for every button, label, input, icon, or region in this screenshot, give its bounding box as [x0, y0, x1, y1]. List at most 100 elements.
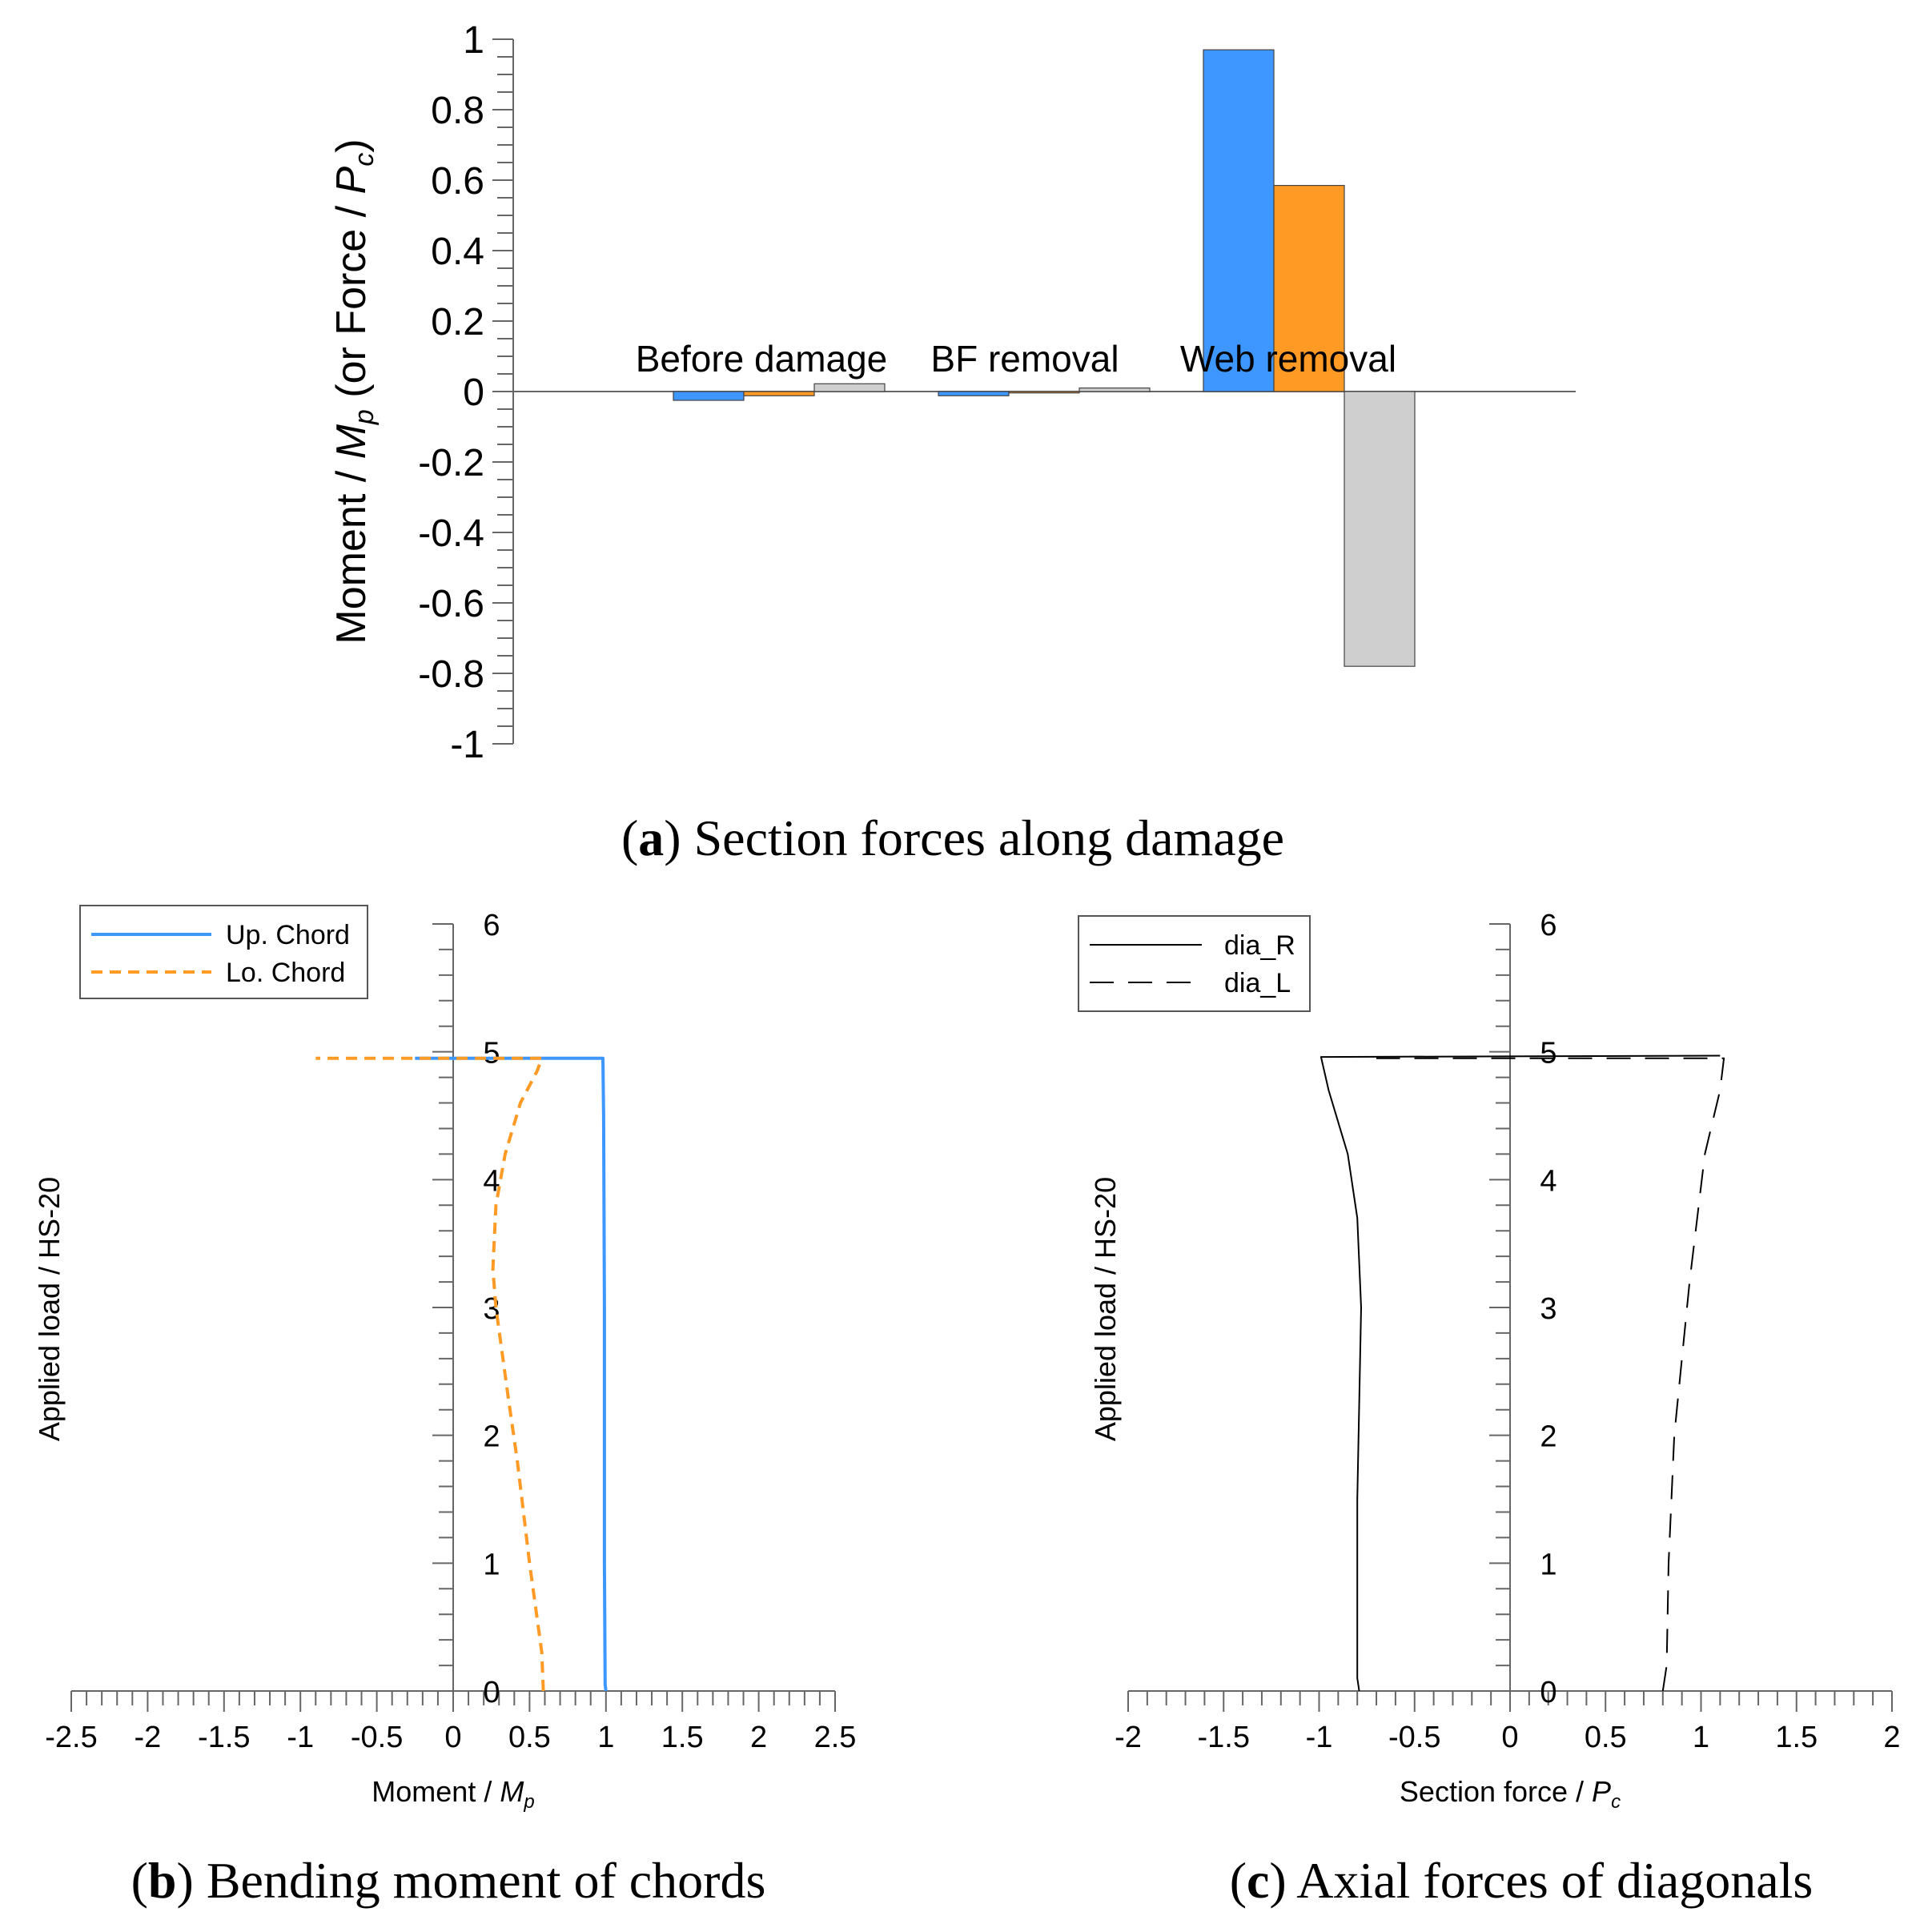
bar [1008, 391, 1080, 394]
caption: (c) Axial forces of diagonals [1230, 1852, 1814, 1909]
y-tick-label: 1 [1540, 1548, 1556, 1581]
category-label: Before damage [636, 338, 888, 380]
bar [1344, 391, 1416, 667]
bar [813, 383, 886, 392]
y-tick-label: -0.6 [418, 583, 484, 625]
y-axis-label-text: ) [328, 139, 375, 152]
caption-letter: c [1247, 1852, 1269, 1909]
y-tick-label: 4 [1540, 1164, 1556, 1198]
legend-label: dia_L [1224, 968, 1291, 998]
y-tick-label: 2 [483, 1420, 500, 1454]
x-tick-label: -2.5 [45, 1721, 97, 1754]
series-line [1376, 1057, 1725, 1692]
y-tick-label: 1 [463, 19, 484, 62]
x-tick-label: -0.5 [1388, 1721, 1440, 1754]
y-axis-label: Moment / Mp (or Force / Pc) [328, 139, 380, 644]
caption-letter: b [148, 1852, 177, 1909]
series-line [415, 1056, 608, 1692]
y-tick-label: -0.4 [418, 512, 484, 555]
category-label: Web removal [1180, 338, 1396, 380]
category-label: BF removal [930, 338, 1119, 380]
x-tick-label: 1 [597, 1721, 614, 1754]
caption-a: (a) Section forces along damage [621, 809, 1284, 866]
panel-c-line-chart: -2 -1.5 -1 -0.5 0 0.5 1 1.5 2 0 1 2 3 4 5 6 Section forc… [1078, 909, 1901, 1909]
series-line [315, 1056, 545, 1692]
panel-b-line-chart: -2.5 -2 -1.5 -1 -0.5 0 0.5 1 1.5 2 2.50123456Momen… [33, 905, 857, 1909]
y-tick-label: 6 [1540, 909, 1556, 942]
legend-label: Lo. Chord [226, 958, 345, 988]
y-axis-label-mp-sub: p [349, 409, 380, 425]
y-axis-label: Applied load / HS-20 [33, 1177, 66, 1441]
y-tick-label: 0 [463, 372, 484, 414]
bar [743, 391, 815, 396]
caption-paren: ( [621, 809, 638, 866]
bar [1273, 185, 1345, 392]
y-tick-label: 0 [483, 1676, 500, 1709]
y-tick-label: -0.2 [418, 442, 484, 484]
x-tick-label: 1 [1693, 1721, 1709, 1754]
caption-text: ) Section forces along damage [664, 809, 1284, 866]
legend-box [79, 905, 368, 999]
y-axis-label: Applied load / HS-20 [1089, 1177, 1122, 1441]
x-tick-label: 0.5 [1585, 1721, 1627, 1754]
caption-paren: ( [131, 1852, 148, 1909]
y-axis-label-text: Moment / [328, 459, 375, 644]
x-tick-label: 1.5 [1775, 1721, 1818, 1754]
y-axis-label-mp: M [328, 424, 375, 459]
y-tick-label: 0.6 [431, 160, 484, 203]
caption-letter: a [638, 809, 664, 866]
y-tick-label: 0.8 [431, 90, 484, 132]
y-axis-label-text: (or Force / [328, 194, 375, 409]
x-axis-label: Section force / Pc [1400, 1775, 1621, 1813]
x-tick-label: 0 [1501, 1721, 1518, 1754]
y-tick-label: 3 [1540, 1292, 1556, 1326]
y-axis-label-pc-sub: c [349, 153, 380, 167]
x-tick-label: -1.5 [198, 1721, 250, 1754]
x-tick-label: 2 [750, 1721, 767, 1754]
x-tick-label: -0.5 [351, 1721, 403, 1754]
series-line [1319, 1054, 1721, 1692]
x-tick-label: 0.5 [508, 1721, 551, 1754]
legend-label: dia_R [1224, 930, 1295, 961]
x-tick-label: 2 [1883, 1721, 1900, 1754]
caption-paren: ( [1230, 1852, 1247, 1909]
x-axis-label-var: M [500, 1775, 524, 1808]
x-axis-label-sub: p [523, 1791, 534, 1813]
y-axis-label-pc: P [328, 166, 375, 194]
legend-box [1078, 915, 1311, 1012]
x-tick-label: -1 [1306, 1721, 1333, 1754]
y-tick-label: 6 [483, 909, 500, 942]
x-axis-label-sub: c [1611, 1791, 1621, 1813]
legend-label: Up. Chord [226, 920, 350, 950]
bar [673, 391, 745, 401]
panel-a-bar-chart: 1 0.8 0.6 0.4 0.2 0 -0.2 -0.4 -0.6 -0.8 -1 Moment /… [328, 19, 1576, 866]
x-axis-label-text: Section force / [1400, 1775, 1592, 1808]
x-tick-label: 1.5 [661, 1721, 704, 1754]
x-tick-label: -1 [287, 1721, 314, 1754]
x-axis-label-text: Moment / [372, 1775, 500, 1808]
caption: (b) Bending moment of chords [131, 1852, 766, 1909]
y-tick-label: 0 [1540, 1676, 1556, 1709]
bar [1078, 388, 1151, 392]
x-tick-label: -1.5 [1198, 1721, 1250, 1754]
y-tick-label: 4 [483, 1164, 500, 1198]
y-tick-label: 0.4 [431, 231, 484, 273]
x-tick-label: 2.5 [814, 1721, 857, 1754]
y-tick-label: 2 [1540, 1420, 1556, 1454]
bar [1203, 49, 1275, 392]
y-tick-label: -1 [450, 724, 484, 766]
caption-text: ) Bending moment of chords [177, 1852, 766, 1909]
y-tick-label: 0.2 [431, 301, 484, 343]
y-tick-label: 5 [1540, 1037, 1556, 1070]
x-tick-label: 0 [444, 1721, 461, 1754]
x-axis-label: Moment / Mp [372, 1775, 534, 1813]
x-tick-label: -2 [1115, 1721, 1142, 1754]
bar [938, 391, 1010, 396]
x-tick-label: -2 [135, 1721, 162, 1754]
y-tick-label: -0.8 [418, 653, 484, 696]
caption-text: ) Axial forces of diagonals [1269, 1852, 1813, 1909]
y-tick-label: 5 [483, 1037, 500, 1070]
x-axis-label-var: P [1592, 1775, 1611, 1808]
y-tick-label: 1 [483, 1548, 500, 1581]
